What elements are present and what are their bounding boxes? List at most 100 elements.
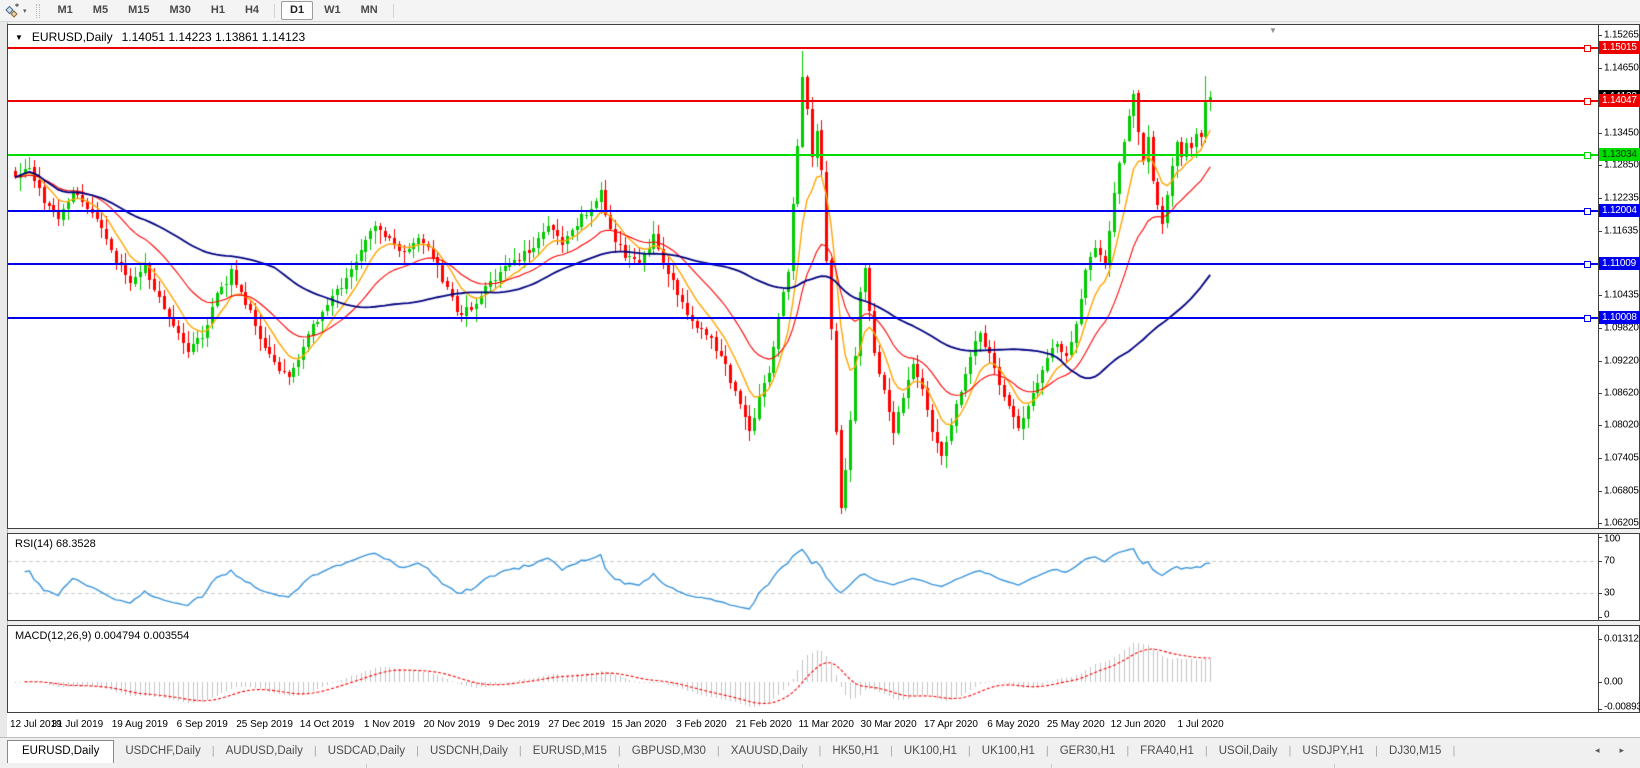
tab-usdcad-daily[interactable]: USDCAD,Daily: [327, 745, 406, 757]
tab-separator: |: [967, 745, 971, 757]
horizontal-level-line[interactable]: [8, 99, 1598, 102]
timeframe-h1-button[interactable]: H1: [210, 4, 225, 16]
tab-scroll-left-icon[interactable]: ◂: [1594, 745, 1600, 755]
horizontal-level-line[interactable]: [8, 317, 1598, 320]
tab-xauusd-daily[interactable]: XAUUSD,Daily: [730, 745, 808, 757]
horizontal-level-line[interactable]: [8, 47, 1598, 50]
hline-handle[interactable]: [1584, 315, 1591, 323]
timeframe-m30-button[interactable]: M30: [169, 4, 191, 16]
price-chart-panel: ▼ EURUSD,Daily 1.14051 1.14223 1.13861 1…: [7, 24, 1640, 529]
macd-tick-label: 0.013121: [1604, 633, 1640, 645]
horizontal-level-line[interactable]: [8, 154, 1598, 157]
tab-separator: |: [617, 745, 621, 757]
tab-separator: |: [313, 745, 317, 757]
timeframe-m5-button[interactable]: M5: [92, 4, 109, 16]
tab-usdcnh-daily[interactable]: USDCNH,Daily: [429, 745, 508, 757]
timeframe-w1-button[interactable]: W1: [324, 4, 341, 16]
macd-panel: MACD(12,26,9) 0.004794 0.003554 0.013121…: [7, 625, 1640, 713]
tab-separator: |: [1126, 745, 1130, 757]
timeframe-mn-button[interactable]: MN: [360, 4, 378, 16]
tab-hk50-h1[interactable]: HK50,H1: [832, 745, 879, 757]
macd-tick-label: 0.00: [1604, 676, 1623, 688]
date-label: 14 Oct 2019: [299, 719, 355, 730]
hline-handle[interactable]: [1584, 152, 1591, 160]
rsi-tick-label: 30: [1604, 587, 1615, 599]
rsi-canvas[interactable]: [8, 534, 1598, 620]
chart-shift-marker-icon[interactable]: ▼: [1269, 26, 1277, 35]
price-tick-mark: [1598, 491, 1602, 492]
timeframe-m1-button[interactable]: M1: [57, 4, 73, 16]
level-price-tag: 1.12004: [1599, 203, 1640, 217]
statusbar-separator: [1051, 764, 1052, 768]
tab-eurusd-m15[interactable]: EURUSD,M15: [532, 745, 607, 757]
price-tick-label: 1.13450: [1604, 127, 1639, 139]
date-label: 11 Mar 2020: [798, 719, 854, 730]
rsi-axis-separator: [1598, 534, 1599, 620]
price-chart-canvas[interactable]: [8, 25, 1598, 528]
price-tick-label: 1.14650: [1604, 62, 1639, 74]
date-label: 1 Nov 2019: [363, 719, 415, 730]
tab-usoil-daily[interactable]: USOil,Daily: [1218, 745, 1278, 757]
price-tick-label: 1.07405: [1604, 452, 1639, 464]
rsi-panel: RSI(14) 68.3528 100 70 30 0: [7, 533, 1640, 621]
macd-canvas[interactable]: [8, 626, 1598, 712]
chart-dropdown-icon[interactable]: ▼: [15, 32, 23, 42]
hline-handle[interactable]: [1584, 45, 1591, 53]
tab-gbpusd-m30[interactable]: GBPUSD,M30: [631, 745, 706, 757]
macd-label: MACD(12,26,9) 0.004794 0.003554: [15, 630, 190, 642]
statusbar-separator: [802, 764, 803, 768]
macd-tick-label: -0.008933: [1604, 701, 1640, 713]
hline-handle[interactable]: [1584, 261, 1591, 269]
timeframe-d1-button[interactable]: D1: [281, 1, 314, 20]
tab-eurusd-daily[interactable]: EURUSD,Daily: [7, 740, 115, 763]
tab-dj30-m15[interactable]: DJ30,M15: [1389, 745, 1442, 757]
horizontal-level-line[interactable]: [8, 209, 1598, 212]
tab-separator: |: [818, 745, 822, 757]
macd-tick-mark: [1598, 639, 1602, 640]
top-toolbar: ▾ M1 M5 M15 M30 H1 H4 D1 W1 MN: [0, 0, 1640, 22]
date-label: 1 Jul 2020: [1177, 719, 1224, 730]
date-label: 3 Feb 2020: [676, 719, 727, 730]
date-label: 6 May 2020: [987, 719, 1040, 730]
horizontal-level-line[interactable]: [8, 263, 1598, 266]
price-tick-label: 1.06205: [1604, 517, 1639, 529]
chart-tab-bar: EURUSD,Daily USDCHF,Daily | AUDUSD,Daily | US…: [0, 737, 1640, 763]
charts-dropdown-icon[interactable]: ▾: [23, 7, 27, 15]
price-tick-mark: [1598, 328, 1602, 329]
hline-handle[interactable]: [1584, 97, 1591, 105]
statusbar-separator: [366, 764, 367, 768]
price-tick-mark: [1598, 523, 1602, 524]
price-tick-label: 1.10435: [1604, 289, 1639, 301]
date-label: 15 Jan 2020: [611, 719, 667, 730]
tab-scroll-right-icon[interactable]: ▸: [1619, 745, 1624, 755]
date-label: 19 Aug 2019: [111, 719, 168, 730]
chart-title: ▼ EURUSD,Daily 1.14051 1.14223 1.13861 1…: [15, 30, 305, 44]
chart-symbol-label: EURUSD,Daily: [31, 30, 113, 44]
price-tick-label: 1.11635: [1604, 225, 1639, 237]
tab-separator: |: [1204, 745, 1208, 757]
tab-fra40-h1[interactable]: FRA40,H1: [1140, 745, 1194, 757]
timeframe-m15-button[interactable]: M15: [128, 4, 150, 16]
tab-usdjpy-h1[interactable]: USDJPY,H1: [1302, 745, 1365, 757]
tab-separator: |: [1045, 745, 1049, 757]
price-tick-mark: [1598, 231, 1602, 232]
tab-audusd-daily[interactable]: AUDUSD,Daily: [225, 745, 303, 757]
charts-icon[interactable]: [3, 3, 21, 19]
price-tick-mark: [1598, 361, 1602, 362]
tab-uk100-h1[interactable]: UK100,H1: [981, 745, 1035, 757]
date-label: 9 Dec 2019: [488, 719, 540, 730]
date-label: 27 Dec 2019: [548, 719, 605, 730]
date-label: 6 Sep 2019: [176, 719, 228, 730]
hline-handle[interactable]: [1584, 207, 1591, 215]
tab-separator: |: [716, 745, 720, 757]
timeframe-h4-button[interactable]: H4: [244, 4, 260, 16]
date-label: 25 May 2020: [1046, 719, 1105, 730]
tab-uk100-h1[interactable]: UK100,H1: [903, 745, 957, 757]
time-axis[interactable]: 12 Jul 2019 31 Jul 2019 19 Aug 2019 6 Sep 2…: [7, 713, 1640, 737]
tab-ger30-h1[interactable]: GER30,H1: [1059, 745, 1116, 757]
price-tick-mark: [1598, 458, 1602, 459]
price-tick-mark: [1598, 425, 1602, 426]
toolbar-grip-handle[interactable]: [35, 3, 40, 18]
tab-usdchf-daily[interactable]: USDCHF,Daily: [125, 745, 201, 757]
macd-axis-separator: [1598, 626, 1599, 712]
